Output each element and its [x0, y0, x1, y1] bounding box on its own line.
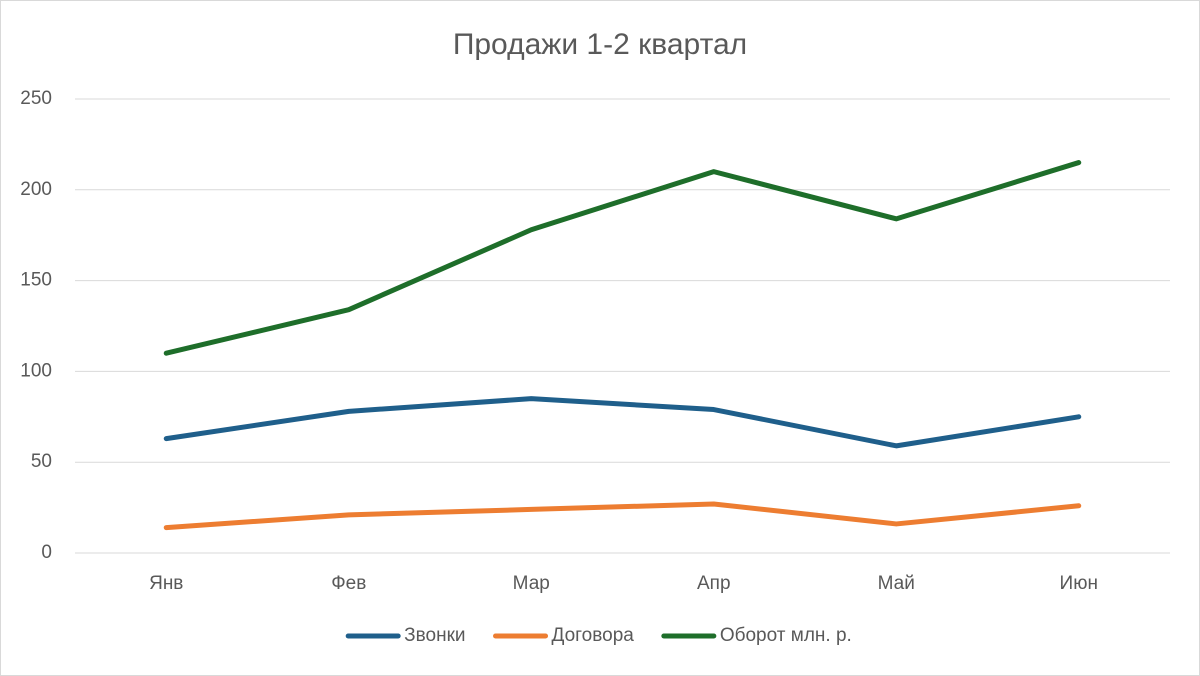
y-tick-label: 150 — [20, 270, 52, 291]
x-tick-label: Фев — [331, 573, 366, 594]
legend-label: Звонки — [404, 625, 465, 646]
legend-label: Оборот млн. р. — [720, 625, 852, 646]
x-tick-label: Апр — [697, 573, 731, 594]
x-tick-label: Янв — [149, 573, 183, 594]
legend-label: Договора — [552, 625, 635, 646]
x-tick-label: Май — [878, 573, 915, 594]
chart-title: Продажи 1-2 квартал — [453, 28, 747, 61]
x-tick-label: Июн — [1060, 573, 1098, 594]
y-tick-label: 200 — [20, 179, 52, 200]
y-tick-label: 250 — [20, 88, 52, 109]
series-line — [163, 396, 1082, 449]
x-tick-label: Мар — [513, 573, 550, 594]
y-tick-label: 100 — [20, 360, 52, 381]
y-tick-label: 50 — [31, 451, 52, 472]
y-tick-label: 0 — [41, 542, 52, 563]
series-line — [163, 501, 1082, 531]
series-line — [163, 160, 1082, 356]
